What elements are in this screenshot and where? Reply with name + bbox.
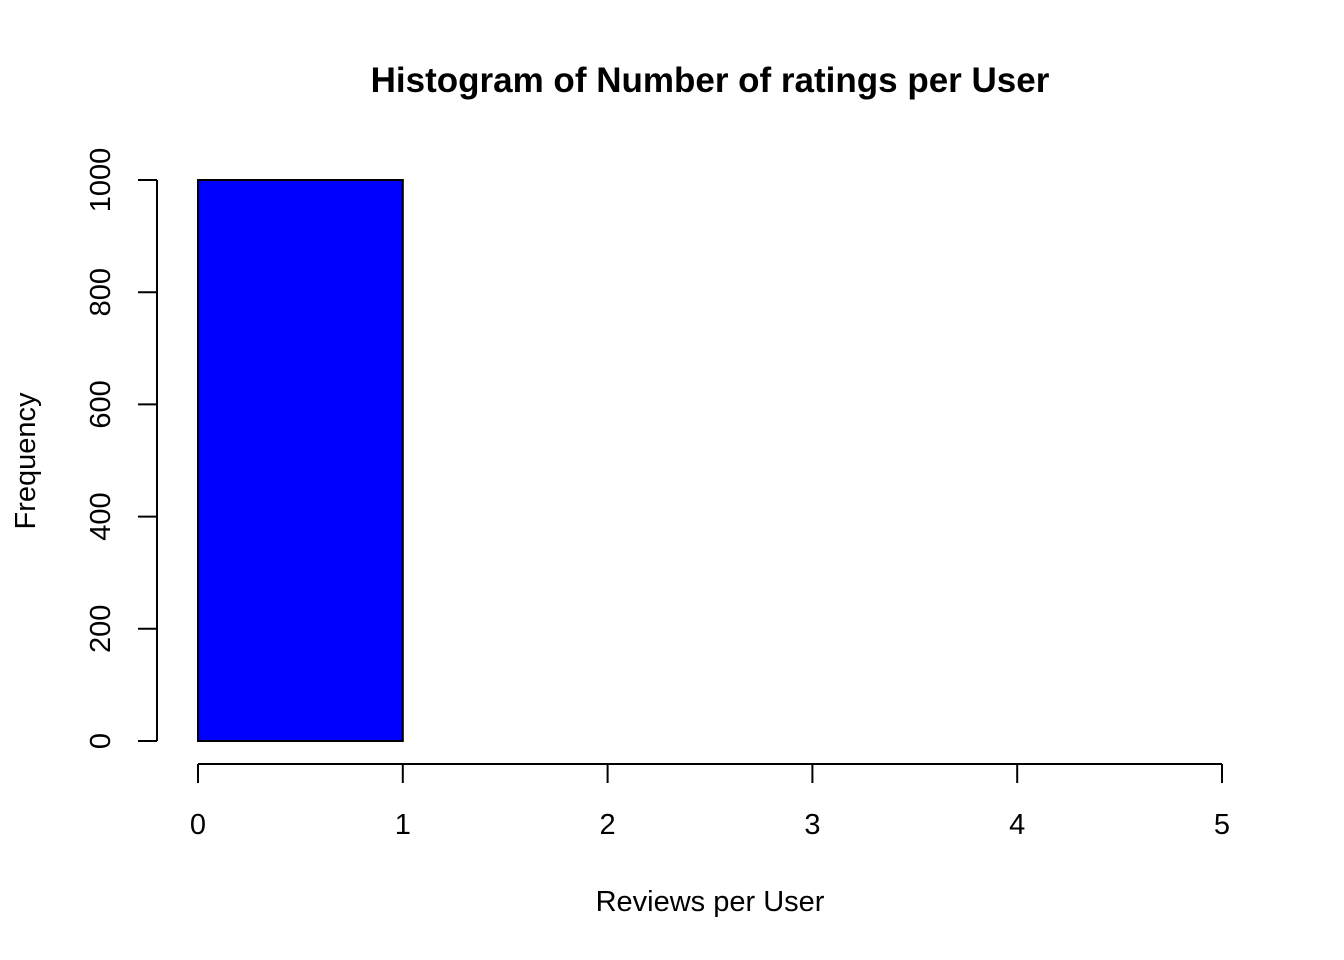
y-tick-label-0: 0 xyxy=(85,733,117,749)
x-tick-label-0: 0 xyxy=(190,809,206,841)
plot-area: 0 1 2 3 4 5 0 200 400 600 800 1000 xyxy=(85,148,1230,841)
y-tick-label-2: 400 xyxy=(85,492,117,540)
x-axis-label: Reviews per User xyxy=(596,886,825,918)
x-tick-label-4: 4 xyxy=(1009,809,1025,841)
y-tick-label-1: 200 xyxy=(85,605,117,653)
y-tick-label-4: 800 xyxy=(85,268,117,316)
histogram-bar-0 xyxy=(197,179,404,742)
y-tick-label-5: 1000 xyxy=(85,148,117,213)
y-axis-label: Frequency xyxy=(10,392,42,530)
chart-title: Histogram of Number of ratings per User xyxy=(371,61,1050,100)
x-tick-label-3: 3 xyxy=(804,809,820,841)
x-tick-label-5: 5 xyxy=(1214,809,1230,841)
x-tick-label-1: 1 xyxy=(395,809,411,841)
y-tick-label-3: 600 xyxy=(85,380,117,428)
x-tick-label-2: 2 xyxy=(600,809,616,841)
